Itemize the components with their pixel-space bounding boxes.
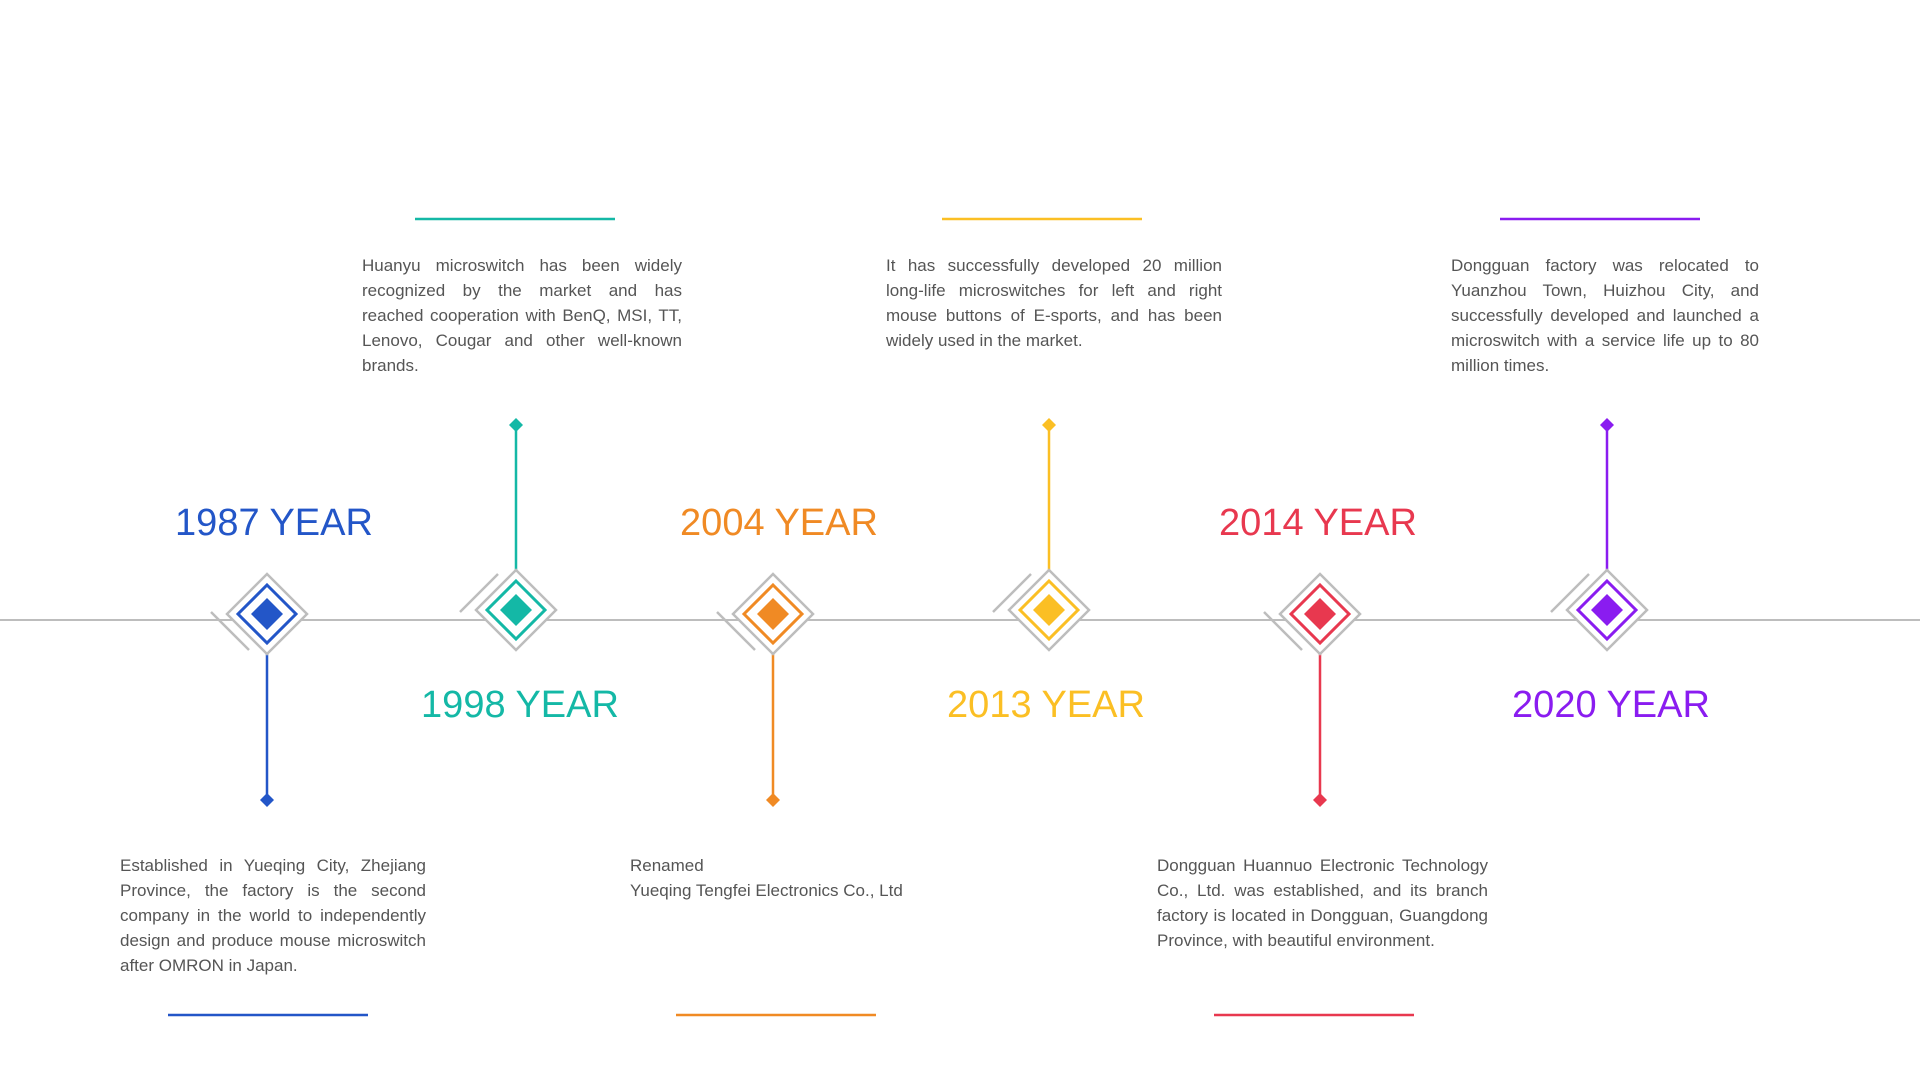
- endpoint-diamond-1987: [260, 793, 274, 807]
- endpoint-diamond-1998: [509, 418, 523, 432]
- description-1987: Established in Yueqing City, Zhejiang Pr…: [120, 856, 426, 975]
- description-2004-line2: Yueqing Tengfei Electronics Co., Ltd: [630, 881, 903, 900]
- description-2004-line1: Renamed: [630, 856, 704, 875]
- core-diamond-1987: [251, 598, 283, 630]
- core-diamond-2013: [1033, 594, 1065, 626]
- year-label-2014: 2014 YEAR: [1219, 502, 1417, 544]
- year-label-2004: 2004 YEAR: [680, 502, 878, 544]
- frame-accent-2004: [716, 611, 756, 651]
- description-2014: Dongguan Huannuo Electronic Technology C…: [1157, 856, 1488, 950]
- core-diamond-2014: [1304, 598, 1336, 630]
- core-diamond-2004: [757, 598, 789, 630]
- endpoint-diamond-2013: [1042, 418, 1056, 432]
- endpoint-diamond-2004: [766, 793, 780, 807]
- frame-accent-1987: [210, 611, 250, 651]
- description-2004: Renamed Yueqing Tengfei Electronics Co.,…: [630, 853, 950, 903]
- frame-accent-2020: [1550, 573, 1590, 613]
- year-label-1987: 1987 YEAR: [175, 502, 373, 544]
- frame-accent-1998: [459, 573, 499, 613]
- endpoint-diamond-2020: [1600, 418, 1614, 432]
- endpoint-diamond-2014: [1313, 793, 1327, 807]
- year-label-2013: 2013 YEAR: [947, 684, 1145, 726]
- core-diamond-1998: [500, 594, 532, 626]
- description-1998: Huanyu microswitch has been widely recog…: [362, 256, 682, 375]
- description-2013: It has successfully developed 20 million…: [886, 256, 1222, 350]
- year-label-1998: 1998 YEAR: [421, 684, 619, 726]
- frame-accent-2013: [992, 573, 1032, 613]
- core-diamond-2020: [1591, 594, 1623, 626]
- frame-accent-2014: [1263, 611, 1303, 651]
- timeline-markers: [168, 217, 1700, 1017]
- description-2020: Dongguan factory was relocated to Yuanzh…: [1451, 256, 1759, 375]
- year-label-2020: 2020 YEAR: [1512, 684, 1710, 726]
